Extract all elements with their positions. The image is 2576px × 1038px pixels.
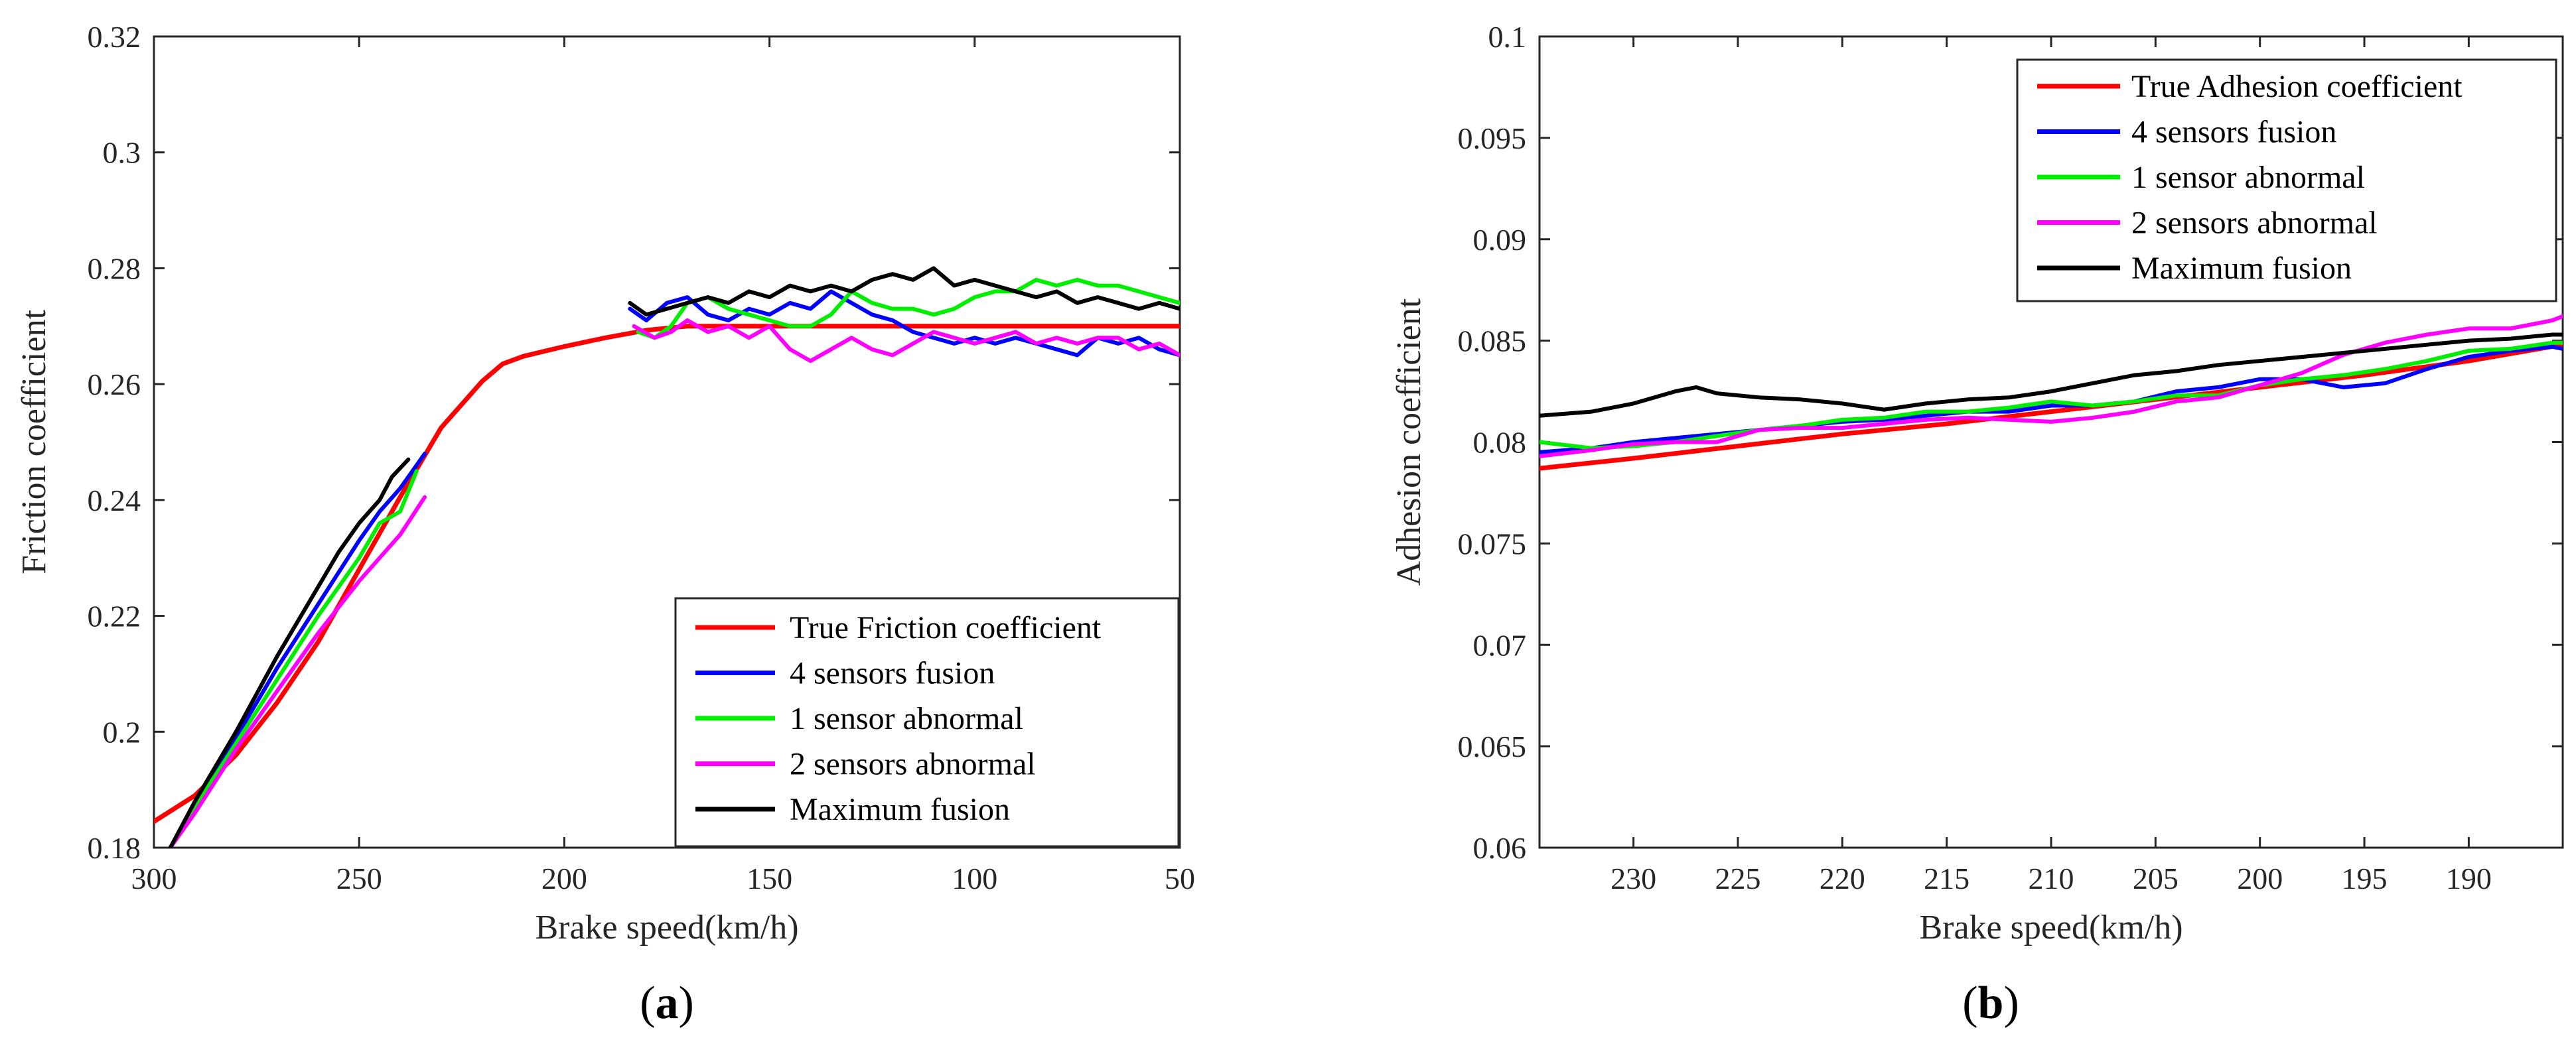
legend-entry-label: 1 sensor abnormal (2131, 160, 2365, 195)
legend-entry-label: Maximum fusion (2131, 251, 2352, 286)
series-line-3 (1539, 340, 2563, 450)
y-tick-label: 0.2 (103, 715, 141, 749)
x-tick-label: 150 (747, 862, 792, 895)
chart-panel-a: 300 250 200 150 100 50 0.18 0.2 0.22 0.24 0.26 0.28… (15, 20, 1195, 1029)
y-tick-label: 0.3 (103, 136, 141, 170)
y-axis-label: Friction coefficient (15, 309, 53, 574)
legend-entry-label: True Friction coefficient (790, 610, 1102, 645)
series-line-5 (168, 266, 1180, 848)
y-tick-label: 0.22 (88, 600, 141, 633)
y-axis-label: Adhesion coefficient (1390, 298, 1428, 586)
panel-label-part: b (1978, 978, 2004, 1029)
y-tick-label: 0.08 (1473, 426, 1527, 460)
legend-box (2016, 58, 2557, 302)
x-tick-label: 230 (1610, 862, 1656, 895)
x-axis-label: Brake speed(km/h) (535, 909, 798, 946)
x-tick-label: 215 (1924, 862, 1969, 895)
y-tick-label: 0.09 (1473, 223, 1527, 257)
y-tick-label: 0.32 (88, 20, 141, 54)
legend-entry-label: 4 sensors fusion (790, 656, 995, 691)
x-tick-label: 190 (2446, 862, 2492, 895)
x-tick-label: 50 (1165, 862, 1195, 895)
y-tick-label: 0.095 (1458, 121, 1527, 155)
x-tick-label: 195 (2342, 862, 2388, 895)
panel-label: (a) (640, 978, 694, 1029)
y-tick-label: 0.065 (1458, 730, 1527, 763)
x-tick-label: 205 (2133, 862, 2179, 895)
x-tick-label: 300 (131, 862, 177, 895)
legend-entry-label: True Adhesion coefficient (2131, 69, 2463, 104)
x-tick-label: 200 (541, 862, 587, 895)
y-tick-label: 0.28 (88, 251, 141, 285)
x-axis-label: Brake speed(km/h) (1919, 909, 2182, 946)
x-tick-label: 220 (1820, 862, 1865, 895)
legend-entry-label: 2 sensors abnormal (2131, 206, 2378, 241)
panel-label-part: a (656, 978, 679, 1029)
series-group (1539, 314, 2563, 471)
legend-entry-label: 2 sensors abnormal (790, 747, 1036, 782)
y-tick-label: 0.1 (1488, 20, 1527, 54)
panel-label-part: ( (640, 978, 655, 1029)
panel-label: (b) (1962, 978, 2019, 1029)
y-tick-label: 0.075 (1458, 527, 1527, 560)
y-tick-label: 0.06 (1473, 831, 1527, 865)
legend-entry-label: Maximum fusion (790, 792, 1010, 827)
legend-entry-label: 4 sensors fusion (2131, 115, 2336, 150)
legend: True Adhesion coefficient 4 sensors fusio… (2016, 58, 2557, 302)
panel-label-part: ( (1962, 978, 1977, 1029)
legend-entry-label: 1 sensor abnormal (790, 701, 1023, 736)
legend: True Friction coefficient 4 sensors fusio… (674, 597, 1180, 848)
y-tick-label: 0.07 (1473, 628, 1527, 662)
series-line-4 (168, 318, 1180, 848)
series-line-3 (168, 277, 1180, 848)
legend-box (674, 597, 1180, 848)
panel-label-part: ) (2003, 978, 2019, 1029)
x-tick-label: 225 (1715, 862, 1760, 895)
y-tick-label: 0.26 (88, 367, 141, 401)
x-tick-label: 100 (952, 862, 997, 895)
chart-panel-b: 230 225 220 215 210 205 200 195 190 0.06 0.065 0.07… (1390, 20, 2564, 1029)
series-line-1 (1539, 342, 2563, 471)
y-tick-label: 0.18 (88, 831, 141, 865)
x-tick-label: 210 (2029, 862, 2074, 895)
y-tick-label: 0.085 (1458, 324, 1527, 358)
x-tick-label: 250 (336, 862, 382, 895)
series-group (154, 266, 1180, 848)
y-tick-label: 0.24 (88, 484, 141, 517)
x-tick-label: 200 (2237, 862, 2283, 895)
series-line-5 (1539, 332, 2563, 418)
panel-label-part: ) (679, 978, 694, 1029)
series-line-4 (1539, 314, 2563, 458)
